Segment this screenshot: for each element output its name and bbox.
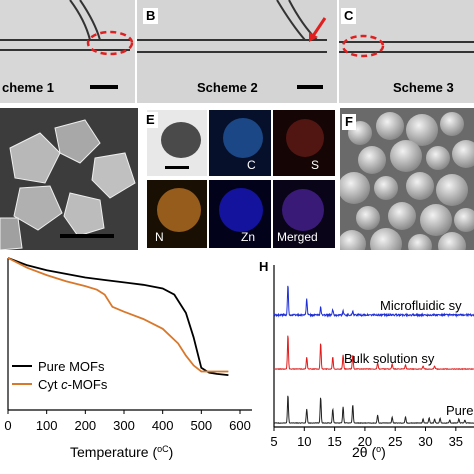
sem-sphere [340,230,366,250]
tga-line-pure-mofs [7,257,229,376]
channel-b-drawing [137,0,327,53]
panel-f-label: F [342,114,356,130]
channel-a-drawing [0,0,134,56]
xrd-pattern-pure [273,395,474,424]
scale-bar-d [60,234,114,238]
sem-sphere [440,112,464,136]
tga-axes [7,258,252,411]
sem-spheres-f [340,112,474,250]
sem-sphere [426,146,450,170]
xrd-series [273,285,474,424]
x-tick-label: 15 [327,434,341,449]
eds-tile-n: N [147,180,207,248]
tga-line-cyt-c-mofs [7,257,229,373]
x-tick-label: 600 [229,418,251,433]
tga-legend: Pure MOFs Cyt c-MOFs [12,359,108,392]
x-tick-label: 300 [113,418,135,433]
eds-label-zn: Zn [241,230,256,244]
sem-sphere [390,140,422,172]
x-tick-label: 400 [152,418,174,433]
sem-sphere [406,114,438,146]
sem-sphere [358,146,386,174]
x-tick-label: 25 [388,434,402,449]
tga-chart: 0 100 200 300 400 500 600 Pure MOFs Cyt c-MOFs… [4,257,252,460]
eds-tile-merged: Merged [273,180,335,248]
panel-f-sem-image: F [340,108,474,250]
eds-tile-c: C [209,110,271,176]
panel-a-image: cheme 1 [0,0,135,103]
xrd-axes [273,265,474,428]
eds-tile-zn: Zn [209,180,271,248]
xrd-x-axis-title: 2θ (o) [352,444,386,460]
legend-label-cyt-c-mofs: Cyt c-MOFs [38,377,108,392]
highlight-ellipse-a [86,30,134,56]
panel-c-label: C [341,8,357,24]
panel-e: C S N Zn Merged E [143,108,335,250]
highlight-ellipse-c [341,34,385,58]
eds-label-c: C [247,158,256,172]
x-tick-label: 20 [358,434,372,449]
xrd-label-microfluidic: Microfluidic sy [380,298,462,313]
xrd-x-ticks: 5 10 15 20 25 30 35 [270,427,463,449]
sem-sphere [370,228,402,250]
panel-e-label: E [143,112,158,128]
panel-b-label: B [143,8,159,24]
x-tick-label: 10 [297,434,311,449]
panel-b-image: B Scheme 2 [137,0,337,103]
x-tick-label: 5 [270,434,277,449]
sem-crystals-d [0,108,138,250]
tga-series [7,257,229,376]
sem-sphere [452,140,474,168]
tga-x-ticks: 0 100 200 300 400 500 600 [4,410,251,433]
xrd-label-bulk: Bulk solution sy [344,351,435,366]
sem-sphere [408,234,432,250]
x-tick-label: 100 [36,418,58,433]
sem-sphere [388,202,416,230]
sem-sphere [420,204,452,236]
channel-c-drawing [339,34,474,58]
sem-sphere [356,206,380,230]
panel-d-sem-image [0,108,138,250]
scheme-3-label: Scheme 3 [393,80,454,95]
xrd-pattern-microfluidic [273,285,474,318]
scheme-1-label: cheme 1 [2,80,55,95]
x-tick-label: 30 [418,434,432,449]
x-tick-label: 35 [449,434,463,449]
eds-tile-s: S [273,110,335,176]
tga-x-axis-title: Temperature (oC) [70,444,173,460]
panel-c-image: C Scheme 3 [339,0,474,103]
x-tick-label: 200 [74,418,96,433]
legend-label-pure-mofs: Pure MOFs [38,359,105,374]
arrow-b [311,17,327,37]
sem-sphere [376,112,404,140]
eds-label-merged: Merged [277,230,318,244]
sem-sphere [438,232,466,250]
eds-label-s: S [311,158,320,172]
scheme-2-label: Scheme 2 [197,80,258,95]
scale-bar-b [297,85,323,89]
panel-h-label: H [256,259,272,275]
sem-sphere [374,176,398,200]
eds-label-n: N [155,230,164,244]
xrd-chart: 5 10 15 20 25 30 35 Microfluidic sy Bulk solut… [270,265,474,460]
x-tick-label: 500 [190,418,212,433]
sem-sphere [436,174,468,206]
sem-sphere [406,172,434,200]
scale-bar-a [90,85,118,89]
x-tick-label: 0 [4,418,11,433]
sem-sphere [454,208,474,232]
sem-sphere [340,172,370,204]
xrd-pattern-bulk [273,335,474,371]
xrd-label-pure: Pure [446,403,473,418]
